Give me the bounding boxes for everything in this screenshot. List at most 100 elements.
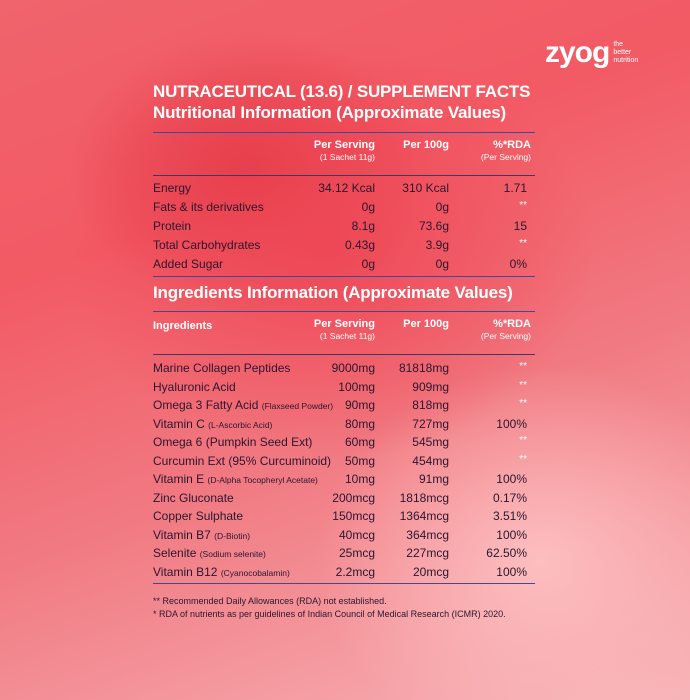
value-per-serving: 50mg — [344, 453, 375, 468]
value-rda: 62.50% — [486, 546, 527, 560]
row-label: Total Carbohydrates — [153, 238, 260, 252]
row-label: Curcumin Ext (95% Curcuminoid) — [153, 454, 331, 468]
value-per-serving: 0g — [361, 257, 375, 271]
value-per-serving: 10mg — [344, 472, 375, 486]
value-rda: ** — [519, 398, 527, 409]
table-row: Omega 3 Fatty Acid (Flaxseed Powder) 90mg… — [153, 396, 535, 415]
value-per-serving: 2.2mcg — [335, 564, 375, 579]
row-name: Protein — [153, 219, 192, 233]
value-per-serving: 25mcg — [338, 546, 375, 560]
table-row: Vitamin C (L-Ascorbic Acid) 80mg 727mg 100% — [153, 415, 535, 434]
row-label: Fats & its derivatives — [153, 200, 264, 214]
value-rda: ** — [519, 435, 527, 446]
table-row: Vitamin B12 (Cyanocobalamin) 2.2mcg 20mcg 1… — [153, 563, 535, 582]
value-per-100g: 310 Kcal — [402, 181, 449, 195]
divider — [153, 311, 535, 312]
row-name: Marine Collagen Peptides — [153, 361, 291, 375]
table-row: Fats & its derivatives 0g 0g ** — [153, 198, 535, 217]
row-label: Added Sugar — [153, 257, 223, 271]
value-per-100g: 0g — [435, 200, 449, 214]
value-rda: ** — [519, 379, 527, 391]
value-per-100g: 1818mcg — [399, 490, 449, 505]
row-sub-label: (D-Alpha Tocopheryl Acetate) — [207, 475, 318, 485]
value-per-serving: 60mg — [344, 435, 375, 449]
row-name: Vitamin E — [153, 472, 205, 486]
value-per-serving: 0.43g — [344, 238, 375, 252]
supplement-facts-panel: NUTRACEUTICAL (13.6) / SUPPLEMENT FACTS … — [153, 82, 535, 621]
divider — [153, 583, 535, 584]
value-per-serving: 0g — [361, 200, 375, 214]
row-name: Vitamin B7 — [153, 527, 211, 542]
table-row: Protein 8.1g 73.6g 15 — [153, 217, 535, 236]
page-title: NUTRACEUTICAL (13.6) / SUPPLEMENT FACTS — [153, 82, 531, 101]
value-rda: ** — [519, 361, 527, 372]
row-label: Copper Sulphate — [153, 509, 243, 523]
row-sub-label: (L-Ascorbic Acid) — [208, 419, 273, 430]
value-rda: 0.17% — [492, 490, 527, 505]
footnotes: ** Recommended Daily Allowances (RDA) no… — [153, 595, 535, 621]
table-row: Vitamin E (D-Alpha Tocopheryl Acetate) 10… — [153, 470, 535, 489]
col-ingredients: Ingredients — [153, 320, 213, 332]
ingredients-table: Marine Collagen Peptides 9000mg 81818mg ** H… — [153, 359, 535, 581]
value-rda: 100% — [496, 472, 527, 486]
row-name: Total Carbohydrates — [153, 238, 261, 252]
col-per-100g: Per 100g — [403, 139, 449, 151]
value-per-100g: 20mcg — [412, 564, 449, 579]
value-per-serving: 100mg — [338, 379, 375, 394]
row-label: Vitamin B12 (Cyanocobalamin) — [153, 565, 290, 579]
col-per-100g: Per 100g — [403, 318, 449, 330]
value-per-100g: 454mg — [412, 453, 449, 468]
col-rda: %*RDA (Per Serving) — [480, 139, 531, 162]
row-name: Omega 3 Fatty Acid — [153, 398, 259, 412]
row-label: Omega 6 (Pumpkin Seed Ext) — [153, 435, 312, 449]
row-name: Omega 6 (Pumpkin Seed Ext) — [153, 435, 313, 449]
value-rda: ** — [519, 238, 527, 249]
row-name: Vitamin B12 — [153, 564, 218, 579]
value-per-100g: 73.6g — [418, 219, 449, 233]
table-row: Energy 34.12 Kcal 310 Kcal 1.71 — [153, 179, 535, 198]
row-label: Omega 3 Fatty Acid (Flaxseed Powder) — [153, 398, 333, 412]
value-per-serving: 200mcg — [332, 490, 375, 505]
value-per-100g: 909mg — [412, 379, 449, 394]
row-name: Energy — [153, 181, 192, 195]
value-per-serving: 150mcg — [332, 509, 375, 523]
nutrition-heading: Nutritional Information (Approximate Val… — [153, 103, 506, 122]
value-per-serving: 90mg — [344, 398, 375, 412]
row-label: Marine Collagen Peptides — [153, 361, 290, 375]
footnote: * RDA of nutrients as per guidelines of … — [153, 609, 506, 619]
ingredients-header-row: Ingredients Per Serving (1 Sachet 11g) P… — [153, 312, 535, 354]
value-rda: 3.51% — [492, 509, 527, 523]
row-label: Vitamin C (L-Ascorbic Acid) — [153, 417, 272, 431]
row-name: Copper Sulphate — [153, 509, 244, 523]
value-rda: 100% — [496, 564, 527, 579]
row-label: Protein — [153, 219, 191, 233]
table-row: Omega 6 (Pumpkin Seed Ext) 60mg 545mg ** — [153, 433, 535, 452]
value-per-serving: 8.1g — [351, 219, 375, 233]
row-sub-label: (D-Biotin) — [214, 530, 251, 541]
table-row: Hyaluronic Acid 100mg 909mg ** — [153, 378, 535, 397]
brand-logo: zyog the better nutrition — [545, 36, 638, 70]
table-row: Curcumin Ext (95% Curcuminoid) 50mg 454mg *… — [153, 452, 535, 471]
table-row: Zinc Gluconate 200mcg 1818mcg 0.17% — [153, 489, 535, 508]
tagline-line-3: nutrition — [613, 57, 639, 64]
brand-name: zyog — [545, 36, 610, 69]
value-rda: 1.71 — [503, 181, 527, 195]
nutrition-header-row: Per Serving (1 Sachet 11g) Per 100g %*RD… — [153, 133, 535, 175]
table-row: Vitamin B7 (D-Biotin) 40mcg 364mcg 100% — [153, 526, 535, 545]
value-per-100g: 91mg — [418, 472, 449, 486]
value-per-100g: 0g — [435, 257, 449, 271]
value-per-serving: 80mg — [344, 416, 375, 431]
value-rda: ** — [519, 200, 527, 211]
footnote: ** Recommended Daily Allowances (RDA) no… — [153, 596, 387, 606]
row-name: Added Sugar — [153, 257, 224, 271]
row-name: Hyaluronic Acid — [153, 379, 236, 394]
col-per-serving: Per Serving (1 Sachet 11g) — [313, 318, 375, 341]
col-rda: %*RDA (Per Serving) — [480, 318, 531, 341]
row-sub-label: (Cyanocobalamin) — [220, 567, 290, 578]
row-name: Selenite — [153, 546, 197, 560]
divider — [153, 276, 535, 277]
nutrition-table: Energy 34.12 Kcal 310 Kcal 1.71 Fats & its d… — [153, 179, 535, 274]
row-name: Vitamin C — [153, 416, 205, 431]
row-label: Zinc Gluconate — [153, 491, 234, 505]
value-rda: ** — [519, 453, 527, 465]
